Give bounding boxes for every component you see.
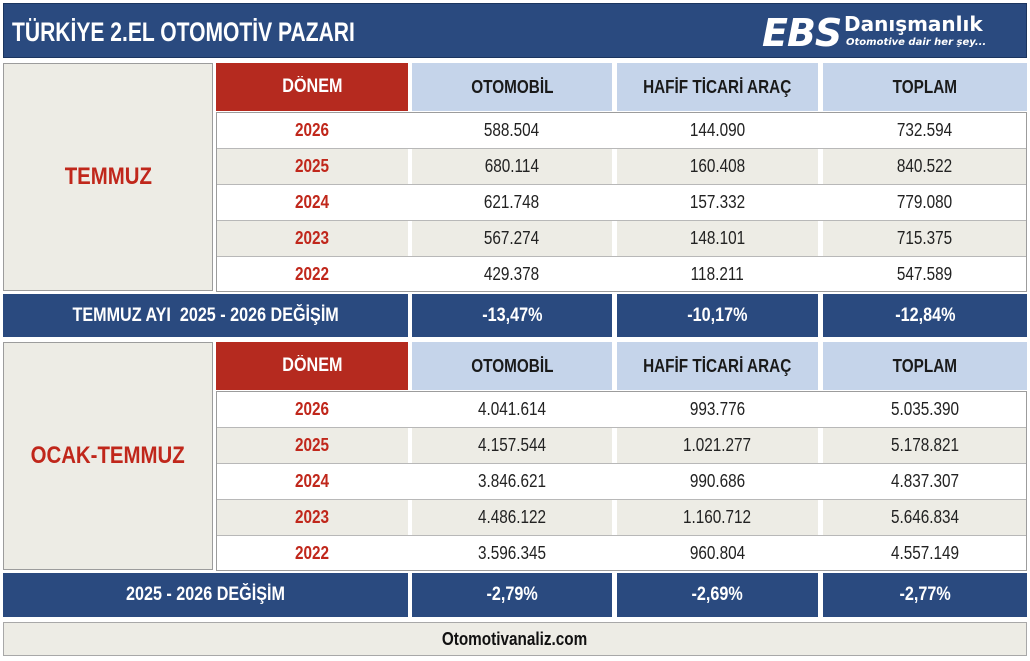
- change-car: -2,79%: [412, 573, 612, 617]
- lcv-cell: 118.211: [617, 257, 818, 291]
- year-cell: 2025: [216, 428, 408, 463]
- lcv-cell: 990.686: [617, 464, 818, 499]
- lcv-cell: 144.090: [617, 113, 818, 148]
- year-cell: 2025: [216, 149, 408, 184]
- row-divider: [216, 220, 1027, 221]
- row-divider: [216, 184, 1027, 185]
- total-cell: 715.375: [823, 221, 1027, 256]
- total-cell: 4.837.307: [823, 464, 1027, 499]
- rows-frame: [216, 112, 1027, 292]
- change-car: -13,47%: [412, 294, 612, 337]
- section-label: OCAK-TEMMUZ: [3, 342, 213, 570]
- car-cell: 567.274: [412, 221, 612, 256]
- change-lcv: -2,69%: [617, 573, 818, 617]
- row-divider: [216, 463, 1027, 464]
- year-cell: 2026: [216, 392, 408, 427]
- total-cell: 732.594: [823, 113, 1027, 148]
- header-period: DÖNEM: [216, 63, 408, 111]
- car-cell: 4.041.614: [412, 392, 612, 427]
- car-cell: 4.486.122: [412, 500, 612, 535]
- car-cell: 621.748: [412, 185, 612, 220]
- lcv-cell: 1.160.712: [617, 500, 818, 535]
- car-cell: 680.114: [412, 149, 612, 184]
- header-total: TOPLAM: [823, 342, 1027, 390]
- logo-brand: EBS: [762, 11, 842, 55]
- total-cell: 779.080: [823, 185, 1027, 220]
- year-cell: 2024: [216, 464, 408, 499]
- logo-tagline: Otomotive dair her şey...: [846, 37, 987, 48]
- ebs-logo: EBS Danışmanlık Otomotive dair her şey..…: [762, 10, 1012, 58]
- total-cell: 5.178.821: [823, 428, 1027, 463]
- row-divider: [216, 535, 1027, 536]
- lcv-cell: 960.804: [617, 536, 818, 570]
- page-title: TÜRKİYE 2.EL OTOMOTİV PAZARI: [12, 17, 355, 47]
- row-divider: [216, 499, 1027, 500]
- header-car: OTOMOBİL: [412, 342, 612, 390]
- car-cell: 588.504: [412, 113, 612, 148]
- header-lcv: HAFİF TİCARİ ARAÇ: [617, 342, 818, 390]
- row-divider: [216, 256, 1027, 257]
- total-cell: 5.646.834: [823, 500, 1027, 535]
- lcv-cell: 160.408: [617, 149, 818, 184]
- lcv-cell: 157.332: [617, 185, 818, 220]
- header-car: OTOMOBİL: [412, 63, 612, 111]
- car-cell: 429.378: [412, 257, 612, 291]
- lcv-cell: 148.101: [617, 221, 818, 256]
- year-cell: 2026: [216, 113, 408, 148]
- footer-source: Otomotivanaliz.com: [3, 622, 1027, 656]
- change-label: 2025 - 2026 DEĞİŞİM: [3, 573, 408, 617]
- lcv-cell: 993.776: [617, 392, 818, 427]
- rows-frame: [216, 391, 1027, 571]
- year-cell: 2022: [216, 536, 408, 570]
- change-total: -2,77%: [823, 573, 1027, 617]
- total-cell: 4.557.149: [823, 536, 1027, 570]
- year-cell: 2023: [216, 500, 408, 535]
- header-lcv: HAFİF TİCARİ ARAÇ: [617, 63, 818, 111]
- year-cell: 2022: [216, 257, 408, 291]
- header-period: DÖNEM: [216, 342, 408, 390]
- change-label: TEMMUZ AYI 2025 - 2026 DEĞİŞİM: [3, 294, 408, 337]
- change-lcv: -10,17%: [617, 294, 818, 337]
- car-cell: 4.157.544: [412, 428, 612, 463]
- title-bar: TÜRKİYE 2.EL OTOMOTİV PAZARI EBS Danışma…: [3, 3, 1027, 58]
- row-divider: [216, 148, 1027, 149]
- car-cell: 3.596.345: [412, 536, 612, 570]
- year-cell: 2024: [216, 185, 408, 220]
- total-cell: 547.589: [823, 257, 1027, 291]
- row-divider: [216, 427, 1027, 428]
- total-cell: 5.035.390: [823, 392, 1027, 427]
- logo-name: Danışmanlık: [844, 12, 983, 36]
- section-label: TEMMUZ: [3, 63, 213, 291]
- lcv-cell: 1.021.277: [617, 428, 818, 463]
- total-cell: 840.522: [823, 149, 1027, 184]
- year-cell: 2023: [216, 221, 408, 256]
- header-total: TOPLAM: [823, 63, 1027, 111]
- car-cell: 3.846.621: [412, 464, 612, 499]
- change-total: -12,84%: [823, 294, 1027, 337]
